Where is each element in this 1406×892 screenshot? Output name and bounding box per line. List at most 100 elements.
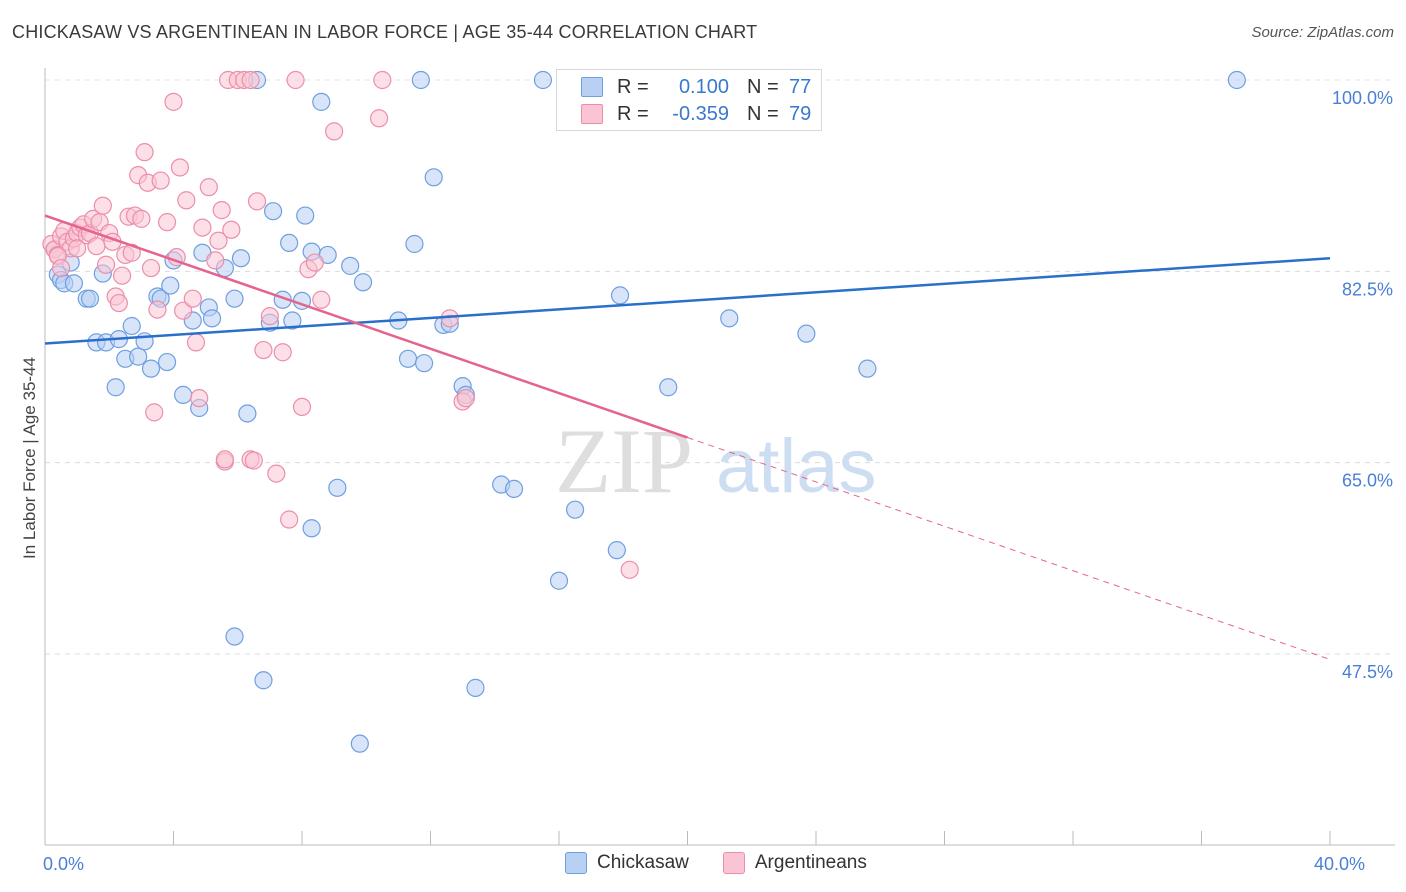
legend-row-argentineans: R = -0.359 N = 79	[581, 101, 811, 127]
axes	[44, 68, 1395, 846]
chickasaw-point	[225, 289, 244, 308]
argentineans-point	[109, 293, 128, 313]
argentineans-trend-line	[44, 214, 688, 439]
argentineans-point	[440, 309, 459, 328]
chickasaw-point	[610, 286, 630, 305]
chickasaw-point	[302, 519, 321, 538]
argentineans-point	[456, 389, 475, 408]
chickasaw-point	[280, 233, 299, 253]
chickasaw-point	[405, 234, 424, 254]
chickasaw-point	[106, 378, 125, 397]
argentineans-point	[193, 218, 212, 237]
tick-labels: 100.0% 82.5% 65.0% 47.5% 0.0% 40.0%	[43, 88, 1393, 874]
argentineans-point	[68, 239, 87, 258]
chickasaw-point	[328, 478, 347, 497]
argentineans-point	[325, 122, 344, 141]
argentineans-point	[620, 560, 639, 579]
n-value: 79	[789, 102, 812, 125]
chickasaw-swatch	[581, 77, 603, 97]
argentineans-point	[87, 237, 106, 256]
chickasaw-point	[411, 70, 430, 90]
argentineans-swatch	[581, 104, 603, 124]
argentineans-trend-extension	[687, 437, 1331, 660]
argentineans-point	[190, 389, 209, 408]
trend-lines	[44, 214, 1331, 660]
y-tick-label: 100.0%	[1332, 88, 1393, 108]
argentineans-point	[177, 191, 196, 210]
x-tick-label: 0.0%	[43, 854, 84, 874]
chickasaw-point	[1227, 70, 1246, 90]
y-tick-label: 47.5%	[1342, 662, 1393, 682]
chickasaw-point	[504, 479, 524, 499]
legend-item-argentineans[interactable]: Argentineans	[722, 852, 867, 874]
y-axis-label: In Labor Force | Age 35-44	[20, 357, 39, 559]
argentineans-point	[212, 201, 231, 220]
argentineans-point	[254, 340, 273, 360]
chickasaw-point	[549, 571, 569, 590]
chickasaw-point	[312, 92, 331, 111]
chickasaw-point	[202, 309, 222, 328]
argentineans-point	[280, 510, 299, 529]
chickasaw-point	[341, 256, 360, 275]
argentineans-point	[373, 70, 392, 90]
chickasaw-point	[353, 273, 373, 292]
argentineans-point	[157, 213, 177, 232]
argentineans-point	[51, 258, 71, 278]
chickasaw-point	[141, 359, 161, 378]
chickasaw-point	[161, 276, 180, 295]
chickasaw-point	[720, 309, 739, 328]
chickasaw-point	[398, 349, 418, 368]
legend-row-chickasaw: R = 0.100 N = 77	[581, 74, 811, 100]
argentineans-point	[183, 289, 202, 308]
argentineans-point	[209, 231, 228, 250]
legend-item-chickasaw[interactable]: Chickasaw	[565, 852, 689, 874]
chickasaw-point	[466, 678, 485, 697]
chickasaw-point	[283, 311, 302, 330]
argentineans-legend-swatch	[722, 852, 745, 874]
chickasaw-point	[659, 378, 678, 397]
chickasaw-point	[254, 671, 273, 690]
chickasaw-point	[858, 359, 877, 378]
argentineans-point	[112, 266, 132, 285]
chart-title: CHICKASAW VS ARGENTINEAN IN LABOR FORCE …	[12, 22, 758, 42]
argentineans-point	[247, 192, 267, 211]
argentineans-point	[267, 464, 286, 483]
r-label: R =	[617, 102, 649, 125]
source-credit: Source: ZipAtlas.com	[1251, 24, 1394, 41]
argentineans-point	[241, 70, 260, 90]
n-label: N =	[747, 75, 779, 98]
argentineans-point	[199, 178, 218, 197]
argentineans-point	[215, 450, 234, 469]
chickasaw-point	[122, 316, 141, 336]
chickasaw-point	[414, 354, 434, 373]
argentineans-point	[145, 403, 164, 422]
y-tick-label: 65.0%	[1342, 471, 1393, 491]
r-value: 0.100	[678, 75, 729, 98]
argentineans-point	[206, 251, 225, 270]
chickasaw-point	[607, 541, 626, 560]
chickasaw-point	[64, 274, 84, 293]
argentineans-point	[312, 290, 331, 309]
series-legend: Chickasaw Argentineans	[565, 852, 901, 874]
chickasaw-point	[533, 70, 553, 90]
n-label: N =	[747, 102, 779, 125]
argentineans-point	[151, 171, 170, 190]
argentineans-point	[244, 451, 263, 470]
argentineans-point	[370, 109, 389, 128]
chickasaw-point	[157, 352, 177, 372]
chickasaw-point	[231, 249, 251, 268]
gridlines	[45, 79, 1395, 655]
data-points	[42, 70, 1246, 753]
argentineans-point	[141, 258, 161, 278]
argentineans-point	[292, 397, 312, 417]
n-value: 77	[789, 75, 812, 98]
chickasaw-point	[565, 500, 585, 519]
chickasaw-trend-line	[44, 256, 1331, 345]
argentineans-point	[170, 158, 190, 177]
chickasaw-point	[129, 347, 148, 366]
chickasaw-point	[238, 404, 257, 423]
legend-label: Argentineans	[754, 852, 867, 873]
r-value: -0.359	[672, 102, 729, 125]
chickasaw-legend-swatch	[565, 852, 587, 874]
